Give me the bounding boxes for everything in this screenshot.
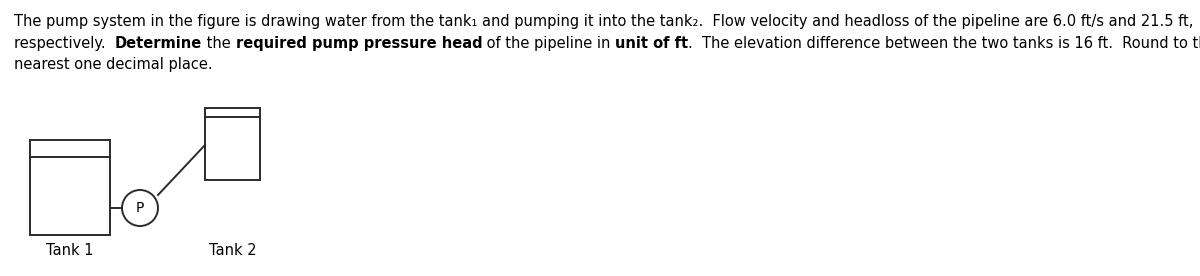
Bar bbox=[205, 108, 260, 180]
Text: unit of ft: unit of ft bbox=[616, 36, 689, 51]
Text: P: P bbox=[136, 201, 144, 215]
Bar bbox=[30, 140, 110, 235]
Text: Tank 2: Tank 2 bbox=[209, 243, 257, 258]
Text: nearest one decimal place.: nearest one decimal place. bbox=[14, 57, 212, 72]
Text: The pump system in the figure is drawing water from the tank₁ and pumping it int: The pump system in the figure is drawing… bbox=[14, 14, 1193, 29]
Text: required pump pressure head: required pump pressure head bbox=[235, 36, 482, 51]
Text: respectively.: respectively. bbox=[14, 36, 115, 51]
Text: of the pipeline in: of the pipeline in bbox=[482, 36, 616, 51]
Text: the: the bbox=[202, 36, 235, 51]
Text: Tank 1: Tank 1 bbox=[47, 243, 94, 258]
Circle shape bbox=[122, 190, 158, 226]
Text: Determine: Determine bbox=[115, 36, 202, 51]
Text: .  The elevation difference between the two tanks is 16 ft.  Round to the: . The elevation difference between the t… bbox=[689, 36, 1200, 51]
